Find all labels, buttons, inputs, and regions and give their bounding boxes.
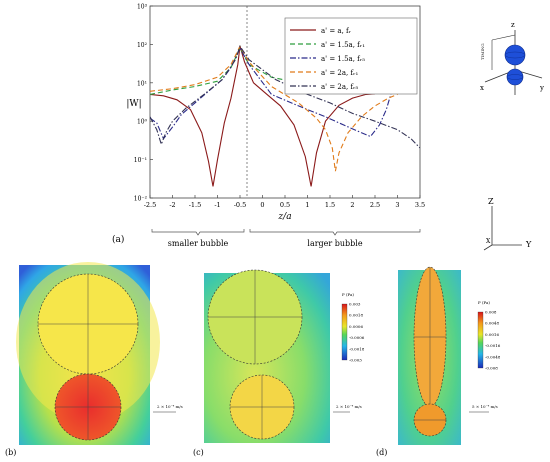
- y-tick-label: 10⁻²: [134, 196, 148, 203]
- larger-bubble-label: larger bubble: [307, 239, 362, 248]
- colorbar-tick-label: -0.0018: [349, 346, 365, 351]
- colorbar-ticks-d: 0.008 0.0048 0.0016 -0.0016 -0.0048 -0.008: [485, 310, 501, 371]
- legend-entry: a' = 2a, fᵣ₅: [321, 83, 359, 91]
- colorbar-title-c: P (Pa): [342, 292, 354, 297]
- y-tick-label: 10²: [137, 42, 148, 49]
- contour-panels: 2 × 10⁻⁴ m/s (b) 2 × 10⁻⁴ m/s P (Pa) 0.0…: [5, 262, 501, 457]
- legend-entry: a' = 1.5a, fᵣ₁: [321, 41, 365, 49]
- panel-b: 2 × 10⁻⁴ m/s (b): [5, 262, 183, 457]
- z-axis-label-small: z: [511, 21, 515, 29]
- series-line-1: [150, 46, 376, 187]
- scale-label-c: 2 × 10⁻⁴ m/s: [336, 404, 362, 409]
- legend: a' = a, fᵣ a' = 1.5a, fᵣ₁ a' = 1.5a, fᵣ₅ a'…: [290, 27, 365, 91]
- x-tick-label: 3: [395, 201, 399, 209]
- x-tick-label: -1.5: [189, 201, 202, 209]
- colorbar-c: [341, 303, 348, 361]
- colorbar-tick-label: 0.0016: [485, 332, 499, 337]
- x-axis-label-small: x: [480, 84, 484, 92]
- left-brace: [151, 229, 245, 236]
- z-axis-label: Z: [488, 197, 494, 206]
- x-tick-label: 2: [350, 201, 354, 209]
- y-axis-label-small: y: [539, 84, 544, 92]
- smaller-bubble-label: smaller bubble: [168, 239, 229, 248]
- large-bubble-icon: [504, 44, 526, 66]
- colorbar-title-d: P (Pa): [478, 300, 490, 305]
- x-tick-label: -1: [214, 201, 220, 209]
- x-axis-label-3d: X: [486, 238, 491, 245]
- colorbar-tick-label: 0.0006: [349, 324, 363, 329]
- colorbar-d: [477, 311, 484, 369]
- top-chart: 10⁻² 10⁻¹ 10⁰ 10¹ 10² 10³ -2.5 -2 -1.5 -1 -0.5 0 0.…: [112, 4, 544, 251]
- scale-label-b: 2 × 10⁻⁴ m/s: [157, 404, 183, 409]
- colorbar-tick-label: 0.003: [349, 302, 361, 307]
- colorbar-tick-label: 0.008: [485, 310, 497, 315]
- y-tick-label: 10⁻¹: [134, 157, 147, 164]
- x-tick-label: 3.5: [415, 201, 425, 209]
- y-tick-label: 10⁰: [137, 119, 148, 126]
- colorbar-tick-label: -0.0048: [485, 354, 501, 359]
- panel-d: 5 × 10⁻⁴ m/s P (Pa) 0.008 0.0048 0.0016 -0.…: [376, 266, 501, 457]
- x-tick-label: 0: [260, 201, 264, 209]
- colorbar-tick-label: -0.0016: [485, 343, 501, 348]
- x-tick-label: 2.5: [370, 201, 380, 209]
- colorbar-tick-label: -0.008: [485, 366, 498, 371]
- colorbar-tick-label: -0.0006: [349, 335, 365, 340]
- x-tick-label: -2: [169, 201, 175, 209]
- panel-label-b: (b): [5, 448, 16, 457]
- axes-box-label: TIMING: [480, 43, 485, 60]
- x-tick-label: 1.5: [325, 201, 335, 209]
- y-tick-label: 10¹: [137, 80, 147, 87]
- panel-c: 2 × 10⁻⁴ m/s P (Pa) 0.003 0.0018 0.0006 -0.…: [193, 269, 365, 457]
- panel-label-c: (c): [193, 448, 204, 457]
- y-axis-label: |W|: [126, 99, 141, 109]
- coord-axes-icon: Z Y X: [483, 197, 532, 251]
- x-tick-label: -0.5: [234, 201, 247, 209]
- series-line-3: [150, 46, 399, 140]
- panel-label-d: (d): [376, 448, 387, 457]
- x-ticks: -2.5 -2 -1.5 -1 -0.5 0 0.5 1 1.5 2 2.5 3 3.5: [144, 195, 425, 209]
- legend-box: [284, 17, 418, 95]
- x-tick-label: 1: [305, 201, 309, 209]
- colorbar-tick-label: -0.003: [349, 358, 362, 363]
- scale-label-d: 5 × 10⁻⁴ m/s: [472, 404, 498, 409]
- y-axis-label-3d: Y: [525, 240, 532, 249]
- series-line-5: [150, 44, 420, 149]
- panel-label-a: (a): [112, 234, 124, 245]
- colorbar-tick-label: 0.0048: [485, 321, 499, 326]
- legend-entry: a' = a, fᵣ: [321, 27, 352, 35]
- bubble-axes-diagram: z x y TIMING: [480, 21, 544, 95]
- colorbar-tick-label: 0.0018: [349, 313, 363, 318]
- small-bubble-icon: [506, 68, 524, 86]
- x-axis-label: z/a: [277, 212, 291, 222]
- x-tick-label: -2.5: [144, 201, 157, 209]
- x-tick-label: 0.5: [280, 201, 290, 209]
- right-brace: [249, 229, 421, 236]
- y-ticks: 10⁻² 10⁻¹ 10⁰ 10¹ 10² 10³: [134, 4, 153, 203]
- legend-entry: a' = 2a, fᵣ₁: [321, 69, 359, 77]
- y-tick-label: 10³: [137, 4, 148, 11]
- colorbar-ticks-c: 0.003 0.0018 0.0006 -0.0006 -0.0018 -0.003: [349, 302, 365, 363]
- legend-entry: a' = 1.5a, fᵣ₅: [321, 55, 365, 63]
